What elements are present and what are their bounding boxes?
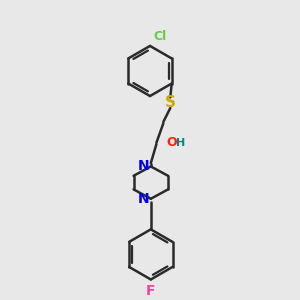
Text: F: F <box>146 284 156 298</box>
Text: N: N <box>138 160 150 173</box>
Text: S: S <box>165 95 176 110</box>
Text: H: H <box>176 138 185 148</box>
Text: Cl: Cl <box>153 30 167 43</box>
Text: N: N <box>138 192 150 206</box>
Text: O: O <box>166 136 177 149</box>
